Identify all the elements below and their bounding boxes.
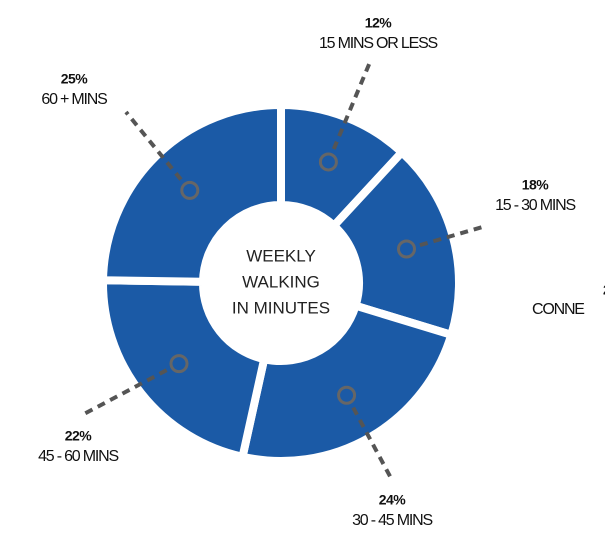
leaders — [83, 61, 487, 481]
leader-dot — [337, 385, 357, 405]
annotation-text: CONNE — [532, 301, 584, 318]
value-label: 24% — [379, 492, 407, 508]
slice — [328, 146, 463, 340]
category-label: 45 - 60 MINS — [38, 448, 118, 465]
value-label: 25% — [61, 71, 89, 87]
value-label: 22% — [65, 428, 93, 444]
slice — [237, 300, 457, 465]
center-label: WEEKLY — [246, 246, 316, 265]
category-label: 15 - 30 MINS — [495, 197, 575, 214]
category-label: 30 - 45 MINS — [352, 512, 432, 529]
center-label: IN MINUTES — [232, 298, 330, 317]
category-label: 15 MINS OR LESS — [319, 35, 438, 52]
leader-line — [83, 361, 180, 416]
leader-dot — [396, 239, 416, 259]
leader-line — [344, 394, 394, 481]
annotation-value: 22 — [603, 282, 605, 298]
value-label: 18% — [522, 177, 550, 193]
leader-line — [326, 61, 372, 163]
center-label: WALKING — [242, 272, 320, 291]
leader-dot — [169, 354, 189, 374]
leader-dot — [180, 180, 200, 200]
value-label: 12% — [365, 15, 393, 31]
category-label: 60 + MINS — [41, 91, 107, 108]
leader-line — [124, 110, 192, 192]
leader-dot — [318, 152, 338, 172]
